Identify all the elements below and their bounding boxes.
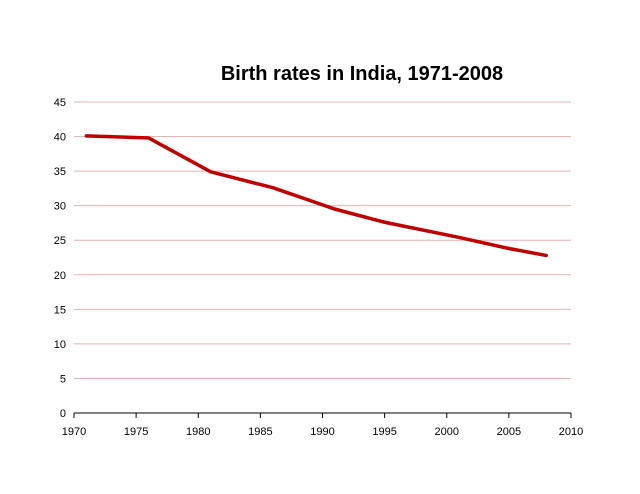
x-tick-label-2010: 2010 [559,426,583,438]
y-tick-label-35: 35 [54,166,66,178]
data-point-2001 [457,235,461,239]
x-tick-label-1975: 1975 [124,426,148,438]
x-tick-label-2005: 2005 [497,426,521,438]
series-line-0 [84,134,548,258]
x-tick-label-2000: 2000 [435,426,459,438]
chart-title: Birth rates in India, 1971-2008 [221,63,503,85]
y-tick-label-0: 0 [60,408,66,420]
data-point-1971 [84,134,88,138]
gridlines [74,101,571,379]
y-tick-label-25: 25 [54,235,66,247]
x-tick-label-1995: 1995 [372,426,396,438]
x-tick-label-1980: 1980 [186,426,210,438]
x-tick-label-1990: 1990 [310,426,334,438]
data-point-1976 [147,136,151,140]
data-point-1986 [271,186,275,190]
x-tick-label-1985: 1985 [248,426,272,438]
axes: 0 5 10 15 20 25 30 35 40 45 1970 1975 1980 1985 1990 19… [54,97,583,438]
data-point-2008 [544,253,548,257]
data-point-1991 [333,207,337,211]
y-tick-label-15: 15 [54,304,66,316]
y-tick-label-30: 30 [54,201,66,213]
x-tick-label-1970: 1970 [62,426,86,438]
data-point-2005 [507,247,511,251]
y-tick-label-45: 45 [54,97,66,109]
data-point-1995 [383,220,387,224]
data-point-1981 [209,170,213,174]
y-tick-label-5: 5 [60,373,66,385]
y-tick-label-10: 10 [54,339,66,351]
y-tick-label-20: 20 [54,270,66,282]
y-tick-label-40: 40 [54,132,66,144]
series-layer [84,134,548,258]
